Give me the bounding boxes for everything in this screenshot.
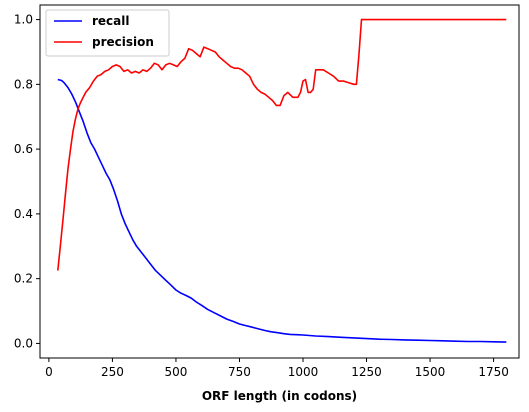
- x-axis: 0 250 500 750 1000 1250 1500 1750: [45, 358, 509, 379]
- x-tick-label: 750: [228, 365, 251, 379]
- x-tick-label: 0: [45, 365, 53, 379]
- x-tick-label: 1750: [478, 365, 509, 379]
- legend-label-precision: precision: [92, 35, 154, 49]
- x-tick-label: 1000: [288, 365, 319, 379]
- legend-label-recall: recall: [92, 14, 130, 28]
- y-tick-label: 0.8: [14, 77, 33, 91]
- x-tick-label: 1250: [351, 365, 382, 379]
- x-axis-label: ORF length (in codons): [202, 389, 357, 403]
- plot-area: [40, 5, 519, 358]
- y-tick-label: 1.0: [14, 13, 33, 27]
- legend: recall precision: [45, 9, 170, 57]
- x-tick-label: 250: [101, 365, 124, 379]
- y-tick-label: 0.0: [14, 336, 33, 350]
- x-tick-label: 500: [164, 365, 187, 379]
- series-line-recall: [57, 78, 507, 343]
- series-line-precision: [57, 18, 507, 271]
- y-tick-label: 0.4: [14, 207, 33, 221]
- plot-frame: [39, 4, 520, 359]
- y-tick-label: 0.2: [14, 272, 33, 286]
- y-tick-label: 0.6: [14, 142, 33, 156]
- series-layer: [57, 18, 507, 343]
- y-axis: 0.0 0.2 0.4 0.6 0.8 1.0: [14, 13, 40, 350]
- x-tick-label: 1500: [415, 365, 446, 379]
